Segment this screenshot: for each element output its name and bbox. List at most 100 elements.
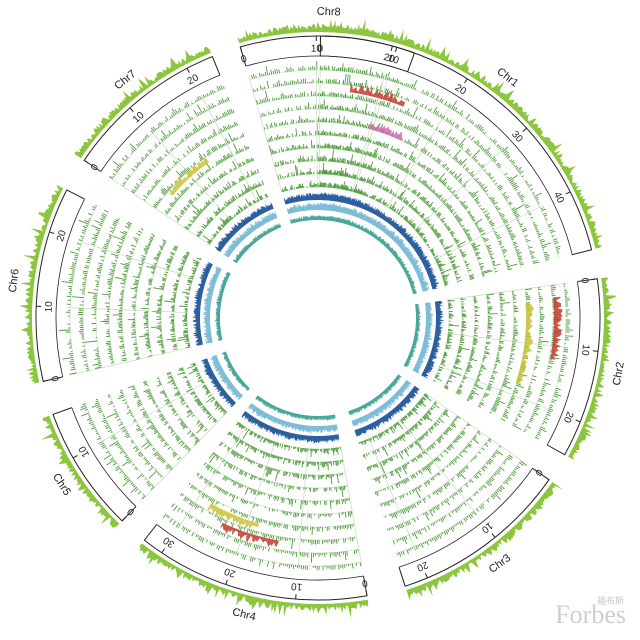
ring-0-chr6 <box>192 261 213 346</box>
ring-0-chr1 <box>319 192 439 290</box>
ring-0-chr5 <box>200 358 236 408</box>
track-spoke-chr1-0 <box>318 66 321 189</box>
outer-density-histogram <box>19 18 618 619</box>
track-bars-chr7-1 <box>122 96 230 187</box>
track-baseline-chr6-3 <box>108 222 133 366</box>
track-bars-chr5-4 <box>127 385 181 461</box>
track-bars-chr8-1 <box>252 73 399 98</box>
ring-2-chr6 <box>214 271 231 342</box>
track-spoke-chr3-0 <box>424 392 525 463</box>
track-baseline-chr3-5 <box>374 422 469 493</box>
track-spoke-chr3-10 <box>399 418 477 515</box>
tick-chr8-0 <box>239 46 243 52</box>
outer-histogram-chr7 <box>74 46 211 159</box>
track-bars-chr5-7 <box>166 371 208 434</box>
track-baseline-chr3-8 <box>362 400 437 456</box>
track-bars-chr5-8 <box>177 367 218 423</box>
track-bars-chr4-8 <box>227 431 344 471</box>
track-bars-chr4-6 <box>208 452 347 498</box>
tick-chr6-0 <box>43 379 49 382</box>
accent-band-4 <box>207 503 259 530</box>
track-bars-chr7-5 <box>164 143 250 215</box>
track-bars-chr8-6 <box>268 140 377 159</box>
tick-label-chr4-10: 10 <box>290 580 302 592</box>
ideogram-chr5 <box>52 407 137 522</box>
watermark-subtext: 福布斯 <box>596 597 624 607</box>
chromosome-ideograms: 0102030400102001020010203001001020010200… <box>35 35 601 601</box>
chr-label-chr1: Chr1 <box>494 66 520 90</box>
track-baseline-chr3-4 <box>378 430 479 505</box>
track-spoke-chr1-30 <box>413 148 505 231</box>
ideogram-inner-arc-chr8 <box>245 55 408 73</box>
outer-histogram-chr4 <box>139 543 369 619</box>
tick-label-chr2-20: 20 <box>561 410 575 425</box>
track-bars-chr8-2 <box>256 90 390 108</box>
tick-label-chr7-10: 10 <box>131 110 147 126</box>
ring-1-chr8 <box>286 202 358 217</box>
track-spoke-chr8-10 <box>316 66 318 189</box>
track-bars-chr6-4 <box>112 228 144 362</box>
track-bars-chr2-6 <box>466 293 498 402</box>
track-baseline-chr6-1 <box>82 211 109 371</box>
track-baseline-chr4-4 <box>197 472 353 515</box>
track-bars-chr3-7 <box>366 409 450 474</box>
track-bars-chr4-9 <box>235 421 342 458</box>
tick-label-chr3-0: 0 <box>532 467 544 478</box>
track-baseline-chr6-4 <box>121 228 144 363</box>
track-bars-chr3-3 <box>384 438 492 519</box>
outer-histogram-chr3 <box>406 482 564 601</box>
track-baseline-chr2-7 <box>455 296 476 395</box>
ring-2-chr7 <box>232 222 282 264</box>
ring-1-chr5 <box>210 354 243 401</box>
track-bars-chr3-5 <box>374 423 471 497</box>
ideogram-chr7 <box>83 55 221 172</box>
track-bars-chr3-8 <box>362 401 440 459</box>
track-bars-chr8-9 <box>281 180 364 195</box>
track-spoke-chr5-0 <box>142 411 228 500</box>
tick-label-chr5-10: 10 <box>77 443 92 458</box>
track-bars-chr6-2 <box>84 218 120 369</box>
track-baseline-chr2-9 <box>432 299 450 382</box>
ring-1-chr7 <box>223 211 278 258</box>
track-spoke-chr6-10 <box>66 307 189 313</box>
track-bars-chr4-2 <box>179 493 355 549</box>
ring-1-chr6 <box>202 266 222 344</box>
track-spoke-chr3-20 <box>368 437 417 551</box>
track-bars-chr6-6 <box>139 239 167 357</box>
track-baseline-chr2-8 <box>443 297 463 388</box>
track-baseline-chr7-8 <box>198 184 265 238</box>
track-baseline-chr5-1 <box>96 398 155 488</box>
track-baseline-chr5-5 <box>145 380 192 450</box>
track-bars-chr8-3 <box>260 102 390 122</box>
track-baseline-chr3-3 <box>382 437 490 518</box>
track-baseline-chr5-2 <box>109 393 164 478</box>
ideogram-inner-arc-chr2 <box>546 281 581 446</box>
ring-0-chr3 <box>354 385 421 438</box>
track-baseline-chr8-2 <box>256 95 395 110</box>
track-spoke-chr8-0 <box>248 75 283 194</box>
track-baseline-chr8-6 <box>271 147 377 159</box>
track-spoke-chr6-0 <box>72 346 192 375</box>
track-baseline-chr6-8 <box>173 252 190 351</box>
track-bars-chr2-5 <box>478 292 510 408</box>
track-baseline-chr8-3 <box>260 108 390 122</box>
track-spoke-chr2-10 <box>447 333 569 349</box>
ideogram-inner-arc-chr7 <box>100 74 220 172</box>
tick-chr1-10 <box>394 47 398 53</box>
outer-histogram-chr5 <box>41 415 120 528</box>
tick-label-chr2-0: 0 <box>578 277 590 284</box>
track-baseline-chr4-9 <box>237 420 341 450</box>
track-baseline-chr5-0 <box>84 402 146 497</box>
track-baseline-chr2-4 <box>489 290 515 414</box>
tick-label-chr6-0: 0 <box>50 374 62 382</box>
tick-chr7-20 <box>186 68 190 73</box>
outer-histogram-chr8 <box>237 18 418 50</box>
ring-1-chr4 <box>247 403 338 434</box>
tick-label-chr4-30: 30 <box>161 534 177 550</box>
accent-band-5 <box>368 121 403 141</box>
tick-label-chr2-10: 10 <box>579 344 591 357</box>
track-baseline-chr7-6 <box>176 160 255 224</box>
tick-chr1-40 <box>565 191 571 195</box>
track-bars-chr4-3 <box>188 482 355 535</box>
track-bars-chr6-9 <box>177 257 202 349</box>
